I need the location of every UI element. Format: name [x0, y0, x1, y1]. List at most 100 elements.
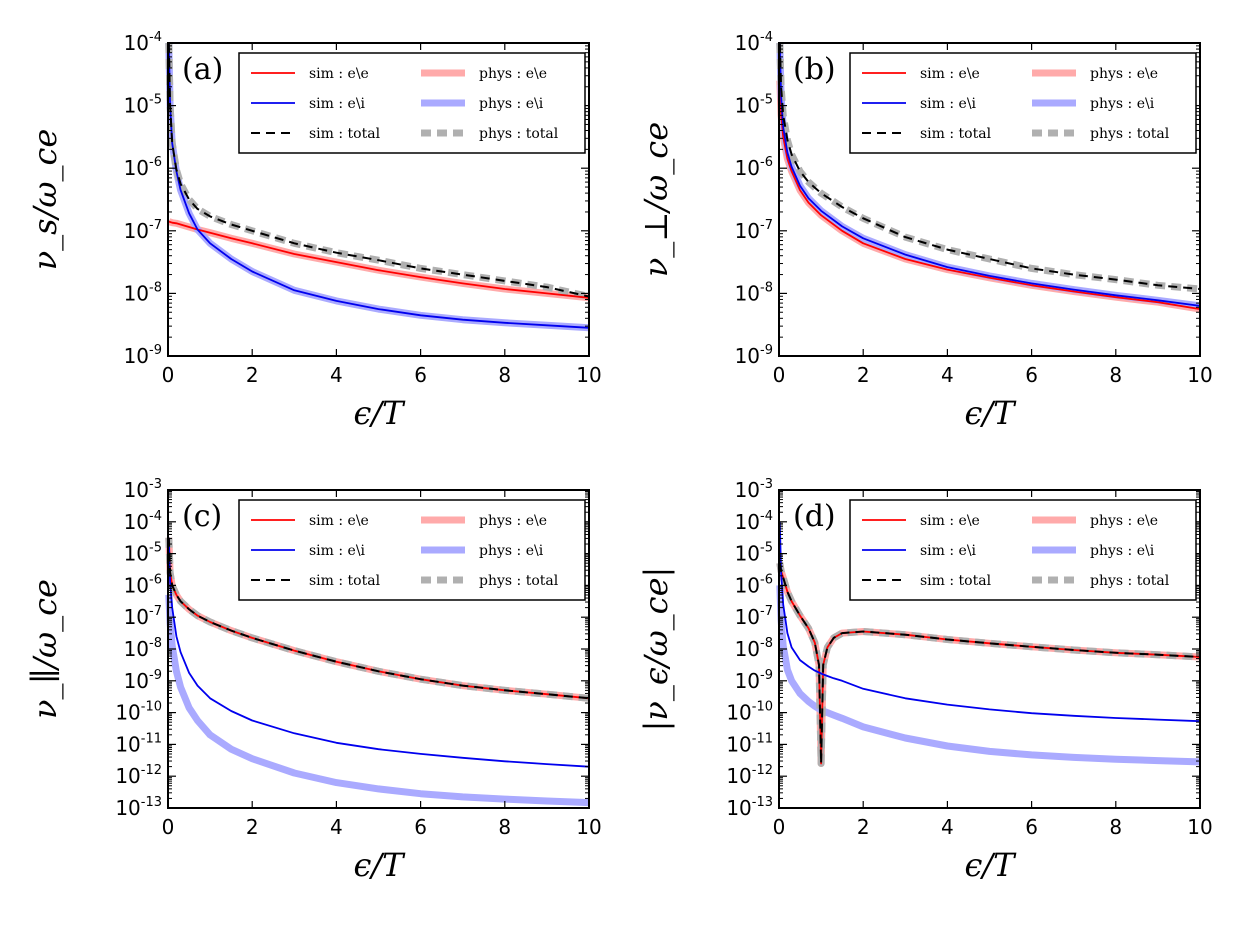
y-tick-label: 10-8: [124, 280, 162, 305]
y-tick-label: 10-11: [726, 731, 773, 756]
y-tick-label: 10-9: [124, 343, 162, 368]
x-tick-label: 10: [576, 815, 601, 839]
x-tick-label: 10: [576, 363, 601, 387]
legend-label: phys : total: [479, 573, 559, 589]
x-tick-label: 4: [330, 363, 343, 387]
legend-label: sim : e\i: [309, 543, 366, 559]
legend-box: [849, 499, 1197, 601]
y-tick-label: 10-8: [735, 280, 773, 305]
x-tick-label: 8: [1109, 815, 1122, 839]
y-axis-label: ν_∥/ω_ce: [26, 579, 64, 719]
y-tick-label: 10-8: [735, 636, 773, 661]
legend-box: [238, 499, 586, 601]
y-tick-label: 10-8: [124, 636, 162, 661]
x-axis-label: ϵ/T: [353, 394, 406, 432]
x-tick-label: 6: [1025, 363, 1038, 387]
y-tick-label: 10-7: [124, 604, 162, 629]
x-tick-label: 10: [1187, 363, 1212, 387]
x-axis-label: ϵ/T: [964, 394, 1017, 432]
legend-label: phys : e\i: [1090, 96, 1155, 112]
y-tick-label: 10-6: [735, 572, 773, 597]
series-line-sim-ei: [778, 42, 1201, 307]
y-tick-label: 10-3: [735, 477, 773, 502]
x-tick-label: 10: [1187, 815, 1212, 839]
series-line-phys-ei: [165, 594, 590, 807]
series-line-sim-ee: [778, 80, 1201, 310]
panel-label: (a): [182, 52, 223, 87]
panel-label: (c): [182, 499, 222, 534]
legend-label: phys : e\e: [1090, 66, 1158, 82]
y-tick-label: 10-5: [735, 93, 773, 118]
x-tick-label: 0: [162, 815, 175, 839]
x-tick-label: 0: [773, 363, 786, 387]
y-tick-label: 10-7: [735, 218, 773, 243]
y-tick-label: 10-13: [726, 795, 773, 820]
legend-label: sim : e\e: [920, 66, 980, 82]
y-tick-label: 10-12: [115, 763, 162, 788]
legend-label: phys : total: [1090, 573, 1170, 589]
legend-label: sim : e\e: [920, 513, 980, 529]
legend-label: phys : e\e: [479, 66, 547, 82]
legend-label: phys : e\e: [1090, 513, 1158, 529]
y-tick-label: 10-6: [124, 155, 162, 180]
plot-frame: [778, 42, 1201, 357]
x-tick-label: 4: [330, 815, 343, 839]
panel-b: 0 2 4 6 8 10 10-9 10-8 10-7 10-6 10-5 10-4 ϵ/T ν_⊥/ω_…: [637, 30, 1213, 432]
series-line-sim-total: [778, 562, 1201, 765]
legend-label: phys : total: [1090, 126, 1170, 142]
legend-label: phys : e\i: [479, 543, 544, 559]
y-axis-label: ν_s/ω_ce: [26, 129, 64, 271]
y-axis-label: |ν_ϵ/ω_ce|: [637, 567, 675, 732]
series-line-sim-total: [167, 537, 590, 700]
panel-label: (d): [793, 499, 836, 534]
x-tick-label: 2: [857, 815, 870, 839]
series-line-sim-ee: [168, 220, 590, 299]
legend-label: sim : e\i: [309, 96, 366, 112]
y-axis-label: ν_⊥/ω_ce: [637, 122, 675, 277]
x-axis-label: ϵ/T: [964, 846, 1017, 884]
x-tick-label: 8: [1109, 363, 1122, 387]
legend-label: phys : e\e: [479, 513, 547, 529]
legend-box: [238, 52, 586, 154]
x-tick-label: 0: [773, 815, 786, 839]
legend-label: sim : total: [920, 573, 992, 589]
x-tick-label: 4: [941, 363, 954, 387]
y-tick-label: 10-9: [735, 668, 773, 693]
series-line-sim-total: [778, 42, 1201, 290]
x-tick-label: 6: [414, 363, 427, 387]
x-tick-label: 6: [1025, 815, 1038, 839]
x-tick-label: 6: [414, 815, 427, 839]
y-tick-label: 10-3: [124, 477, 162, 502]
y-tick-label: 10-9: [735, 343, 773, 368]
y-tick-label: 10-6: [735, 155, 773, 180]
legend-label: sim : total: [309, 126, 381, 142]
x-tick-label: 8: [498, 363, 511, 387]
legend-label: phys : e\i: [479, 96, 544, 112]
panel-d: 0 2 4 6 8 10 10-13 10-12 10-11 10-10 10-9 10-8 10-7 1…: [637, 477, 1213, 884]
y-tick-label: 10-5: [124, 93, 162, 118]
y-tick-label: 10-7: [124, 218, 162, 243]
y-tick-label: 10-4: [124, 509, 162, 534]
legend-box: [849, 52, 1197, 154]
x-tick-label: 4: [941, 815, 954, 839]
x-tick-label: 2: [246, 363, 259, 387]
y-tick-label: 10-7: [735, 604, 773, 629]
y-tick-label: 10-4: [124, 30, 162, 55]
y-tick-label: 10-4: [735, 30, 773, 55]
x-tick-label: 2: [857, 363, 870, 387]
y-tick-label: 10-13: [115, 795, 162, 820]
x-tick-label: 0: [162, 363, 175, 387]
legend-label: sim : e\i: [920, 543, 977, 559]
legend-label: sim : e\e: [309, 66, 369, 82]
plot-frame: [167, 42, 590, 357]
legend-label: sim : total: [920, 126, 992, 142]
legend-label: sim : e\i: [920, 96, 977, 112]
series-line-sim-ei: [167, 537, 590, 768]
x-tick-label: 2: [246, 815, 259, 839]
series-line-sim-total: [167, 42, 590, 298]
y-tick-label: 10-10: [726, 700, 773, 725]
x-axis-label: ϵ/T: [353, 846, 406, 884]
y-tick-label: 10-6: [124, 572, 162, 597]
y-tick-label: 10-4: [735, 509, 773, 534]
y-tick-label: 10-9: [124, 668, 162, 693]
